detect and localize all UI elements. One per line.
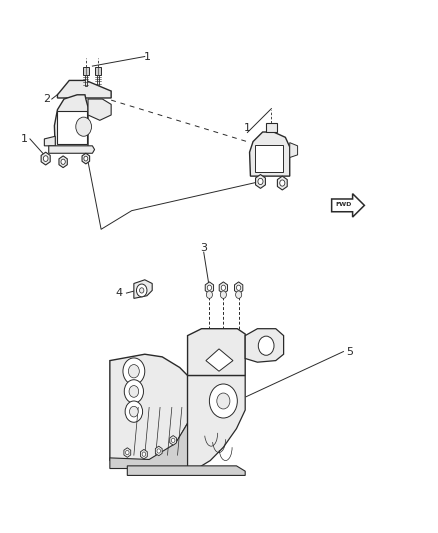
Text: 3: 3 bbox=[200, 243, 207, 253]
Circle shape bbox=[140, 288, 144, 293]
Circle shape bbox=[171, 438, 175, 442]
Polygon shape bbox=[134, 280, 152, 298]
Polygon shape bbox=[170, 435, 177, 445]
Polygon shape bbox=[255, 174, 265, 188]
Polygon shape bbox=[234, 282, 243, 294]
Polygon shape bbox=[141, 449, 147, 459]
Polygon shape bbox=[57, 80, 111, 98]
Text: 1: 1 bbox=[144, 52, 151, 61]
Polygon shape bbox=[219, 282, 227, 294]
Polygon shape bbox=[110, 354, 187, 461]
Text: FWD: FWD bbox=[335, 203, 352, 207]
Bar bbox=[57, 111, 87, 144]
Polygon shape bbox=[127, 466, 245, 475]
Polygon shape bbox=[49, 146, 95, 154]
Circle shape bbox=[129, 385, 139, 397]
Circle shape bbox=[124, 379, 144, 403]
Polygon shape bbox=[155, 446, 162, 456]
Circle shape bbox=[126, 450, 129, 455]
Polygon shape bbox=[250, 132, 290, 176]
Circle shape bbox=[280, 180, 285, 186]
Circle shape bbox=[258, 179, 263, 184]
Circle shape bbox=[237, 285, 241, 290]
Circle shape bbox=[137, 284, 147, 297]
Circle shape bbox=[206, 291, 212, 298]
Circle shape bbox=[209, 384, 237, 418]
Polygon shape bbox=[332, 193, 364, 217]
Circle shape bbox=[76, 117, 92, 136]
Polygon shape bbox=[110, 423, 187, 469]
Circle shape bbox=[220, 291, 226, 298]
Bar bbox=[95, 67, 101, 75]
Polygon shape bbox=[187, 329, 245, 375]
Polygon shape bbox=[290, 143, 297, 158]
Polygon shape bbox=[124, 448, 131, 457]
Circle shape bbox=[61, 159, 65, 164]
Text: 1: 1 bbox=[21, 134, 28, 144]
Text: 1: 1 bbox=[244, 123, 251, 133]
Text: 4: 4 bbox=[115, 288, 122, 298]
Polygon shape bbox=[187, 375, 245, 469]
Circle shape bbox=[142, 452, 146, 456]
Circle shape bbox=[258, 336, 274, 356]
Circle shape bbox=[217, 393, 230, 409]
Polygon shape bbox=[59, 156, 67, 167]
Circle shape bbox=[157, 449, 160, 453]
Circle shape bbox=[123, 358, 145, 384]
Polygon shape bbox=[245, 329, 284, 362]
Circle shape bbox=[125, 401, 143, 422]
Polygon shape bbox=[266, 123, 277, 132]
Polygon shape bbox=[88, 99, 111, 120]
Bar bbox=[83, 67, 89, 75]
Polygon shape bbox=[205, 282, 214, 294]
Circle shape bbox=[130, 406, 138, 417]
Polygon shape bbox=[206, 349, 233, 371]
Circle shape bbox=[43, 156, 48, 161]
Bar bbox=[255, 145, 283, 172]
Polygon shape bbox=[277, 176, 287, 190]
Circle shape bbox=[207, 285, 212, 290]
Polygon shape bbox=[41, 152, 50, 165]
Bar bbox=[97, 75, 99, 85]
Text: 2: 2 bbox=[43, 94, 50, 104]
Circle shape bbox=[236, 291, 242, 298]
Circle shape bbox=[128, 365, 139, 378]
Polygon shape bbox=[54, 95, 88, 150]
Text: 5: 5 bbox=[346, 346, 353, 357]
Circle shape bbox=[84, 156, 88, 161]
Circle shape bbox=[221, 285, 226, 290]
Bar bbox=[85, 75, 87, 86]
Polygon shape bbox=[44, 136, 55, 146]
Polygon shape bbox=[82, 154, 90, 164]
